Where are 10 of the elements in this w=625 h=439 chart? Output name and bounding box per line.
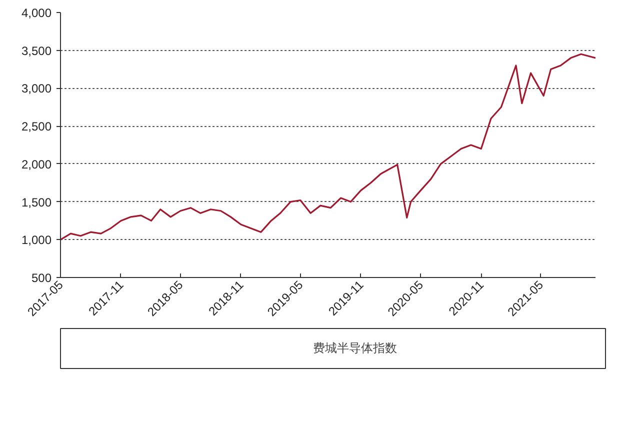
y-tick-label: 2,000: [21, 157, 52, 172]
y-tick-label: 2,500: [21, 120, 52, 134]
y-tick-label: 3,000: [21, 82, 52, 96]
y-tick-label: 1,000: [21, 233, 52, 248]
line-series: [60, 53, 596, 240]
y-tick-label: 1,500: [21, 195, 52, 210]
y-tick-label: 4,000: [21, 6, 52, 20]
y-tick-label: 500: [31, 271, 52, 285]
text: 费城半导体指数: [313, 340, 397, 356]
y-tick-label: 3,500: [21, 44, 52, 58]
